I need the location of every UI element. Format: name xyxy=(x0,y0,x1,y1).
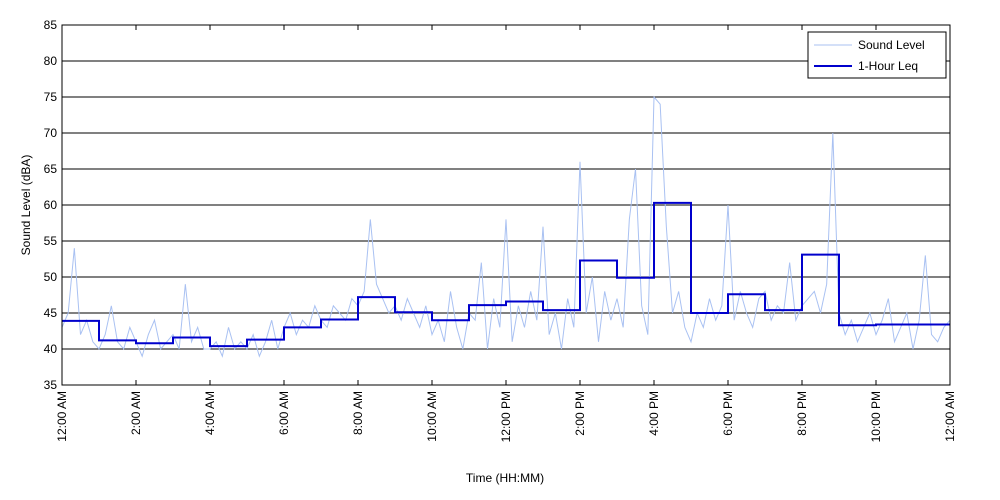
y-tick-label: 55 xyxy=(44,234,58,248)
x-tick-label: 8:00 AM xyxy=(351,391,365,435)
y-tick-label: 65 xyxy=(44,162,58,176)
series-line xyxy=(62,201,950,348)
x-tick-label: 12:00 AM xyxy=(943,391,957,442)
y-tick-label: 45 xyxy=(44,306,58,320)
legend-box xyxy=(807,31,947,79)
y-tick-label: 85 xyxy=(44,18,58,32)
y-tick-label: 35 xyxy=(44,378,58,392)
y-tick-label: 60 xyxy=(44,198,58,212)
x-tick-label: 12:00 PM xyxy=(499,391,513,442)
x-tick-label: 6:00 AM xyxy=(277,391,291,435)
y-tick-label: 40 xyxy=(44,342,58,356)
legend-label: 1-Hour Leq xyxy=(858,59,918,73)
y-axis-label: Sound Level (dBA) xyxy=(19,155,33,256)
x-tick-label: 8:00 PM xyxy=(795,391,809,436)
x-tick-label: 12:00 AM xyxy=(55,391,69,442)
y-tick-label: 50 xyxy=(44,270,58,284)
x-tick-label: 6:00 PM xyxy=(721,391,735,436)
legend-label: Sound Level xyxy=(858,38,925,52)
x-axis-label: Time (HH:MM) xyxy=(466,471,544,485)
x-tick-label: 2:00 AM xyxy=(129,391,143,435)
x-tick-label: 4:00 PM xyxy=(647,391,661,436)
y-tick-label: 70 xyxy=(44,126,58,140)
x-tick-label: 10:00 AM xyxy=(425,391,439,442)
x-tick-label: 2:00 PM xyxy=(573,391,587,436)
y-tick-label: 80 xyxy=(44,54,58,68)
plot-border xyxy=(61,24,951,386)
y-tick-label: 75 xyxy=(44,90,58,104)
x-tick-label: 4:00 AM xyxy=(203,391,217,435)
x-tick-label: 10:00 PM xyxy=(869,391,883,442)
